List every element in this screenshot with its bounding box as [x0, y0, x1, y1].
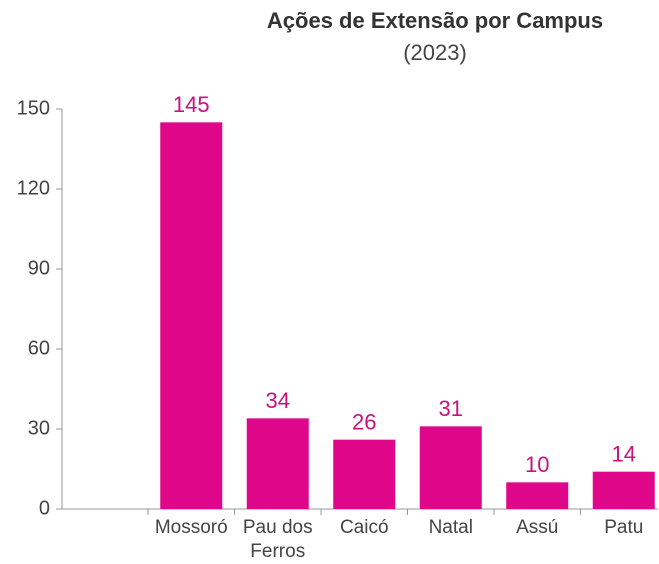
bar: [506, 482, 569, 509]
data-label: 34: [266, 388, 290, 413]
x-tick-label: Mossoró: [154, 517, 228, 538]
x-tick-label: Natal: [428, 517, 473, 538]
bar: [333, 439, 396, 509]
bar: [592, 471, 655, 509]
bar: [419, 426, 482, 509]
data-label: 26: [352, 409, 376, 434]
bar: [160, 122, 223, 509]
data-label: 145: [173, 92, 210, 117]
y-tick-label: 0: [39, 497, 50, 519]
x-tick-label: Patu: [604, 517, 644, 538]
data-label: 31: [439, 396, 463, 421]
data-label: 10: [525, 452, 549, 477]
data-label: 14: [612, 441, 636, 466]
x-tick-label: Assú: [516, 517, 559, 538]
y-tick-label: 150: [17, 97, 50, 119]
y-tick-label: 30: [28, 417, 50, 439]
y-tick-label: 60: [28, 337, 50, 359]
x-tick-label: Caicó: [339, 517, 389, 538]
y-tick-label: 90: [28, 257, 50, 279]
chart-subtitle: (2023): [403, 40, 467, 65]
x-tick-label: Pau dos Ferros: [242, 517, 313, 562]
y-tick-label: 120: [17, 177, 50, 199]
chart-title: Ações de Extensão por Campus: [267, 8, 603, 33]
bar: [246, 418, 309, 509]
